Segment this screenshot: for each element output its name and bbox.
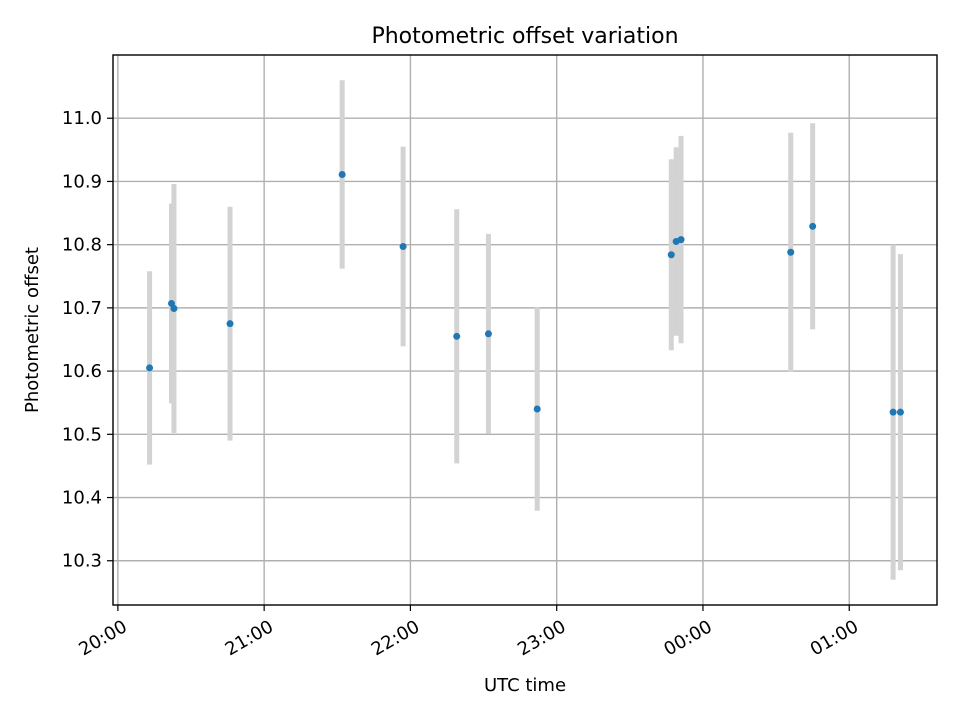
data-point bbox=[896, 408, 904, 416]
data-point bbox=[809, 222, 817, 230]
y-tick-label: 10.8 bbox=[62, 235, 102, 256]
data-point bbox=[170, 305, 178, 313]
data-point bbox=[226, 320, 234, 328]
y-tick-label: 10.4 bbox=[62, 488, 102, 509]
data-point bbox=[533, 405, 541, 413]
data-point bbox=[677, 236, 685, 244]
grid bbox=[113, 55, 937, 605]
data-point bbox=[399, 243, 407, 251]
y-tick-label: 10.6 bbox=[62, 361, 102, 382]
data-point bbox=[484, 330, 492, 338]
y-axis-ticks: 10.3 10.4 10.5 10.6 10.7 10.8 10.9 11.0 bbox=[62, 108, 113, 572]
data-point bbox=[453, 332, 461, 340]
data-point bbox=[787, 248, 795, 256]
plot-frame bbox=[112, 54, 938, 606]
y-tick-label: 10.3 bbox=[62, 551, 102, 572]
data-point bbox=[667, 251, 675, 259]
x-axis-label: UTC time bbox=[484, 675, 566, 696]
data-point bbox=[146, 364, 154, 372]
data-points bbox=[146, 170, 904, 416]
y-tick-label: 10.7 bbox=[62, 298, 102, 319]
data-point bbox=[889, 408, 897, 416]
y-tick-label: 11.0 bbox=[62, 108, 102, 129]
y-tick-label: 10.5 bbox=[62, 424, 102, 445]
y-axis-label: Photometric offset bbox=[22, 247, 43, 413]
chart-title: Photometric offset variation bbox=[371, 24, 678, 49]
data-point bbox=[338, 170, 346, 178]
y-tick-label: 10.9 bbox=[62, 171, 102, 192]
